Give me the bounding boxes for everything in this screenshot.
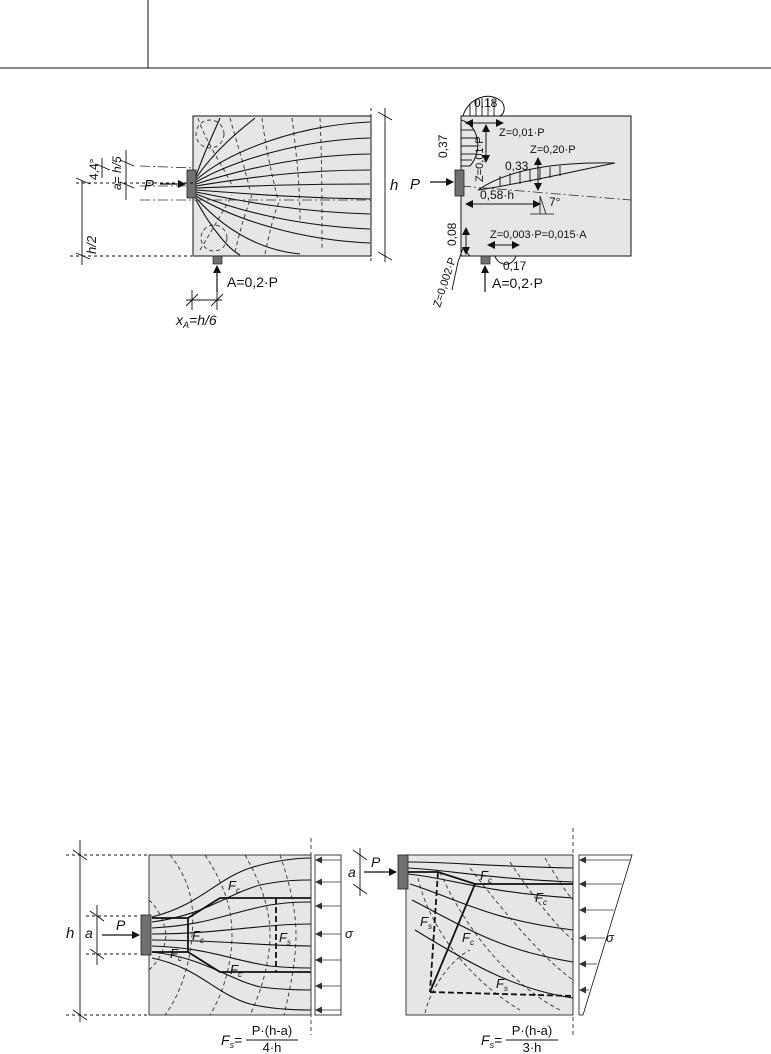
dim-a-label: a= h/5 — [110, 156, 124, 190]
fc-label-a: Fc — [228, 878, 240, 895]
load-plate-3 — [140, 914, 152, 956]
formula-b: Fs= P·(h-a) 3·h — [481, 1023, 558, 1054]
strut-tie-model-2 — [408, 871, 574, 997]
sigma-label-b: σ — [606, 930, 615, 945]
fc-label-g: Fc — [462, 930, 474, 947]
support-pad — [212, 255, 223, 265]
angle-label: 4,4° — [87, 158, 101, 180]
figure-top-left: P A=0,2·P h h/2 4,4° a= h/5 — [70, 108, 398, 330]
axis-line-2 — [460, 185, 632, 201]
fs-label-a: Fs — [279, 930, 291, 947]
load-P-label-4: P — [371, 854, 381, 870]
load-plate-2 — [454, 169, 465, 197]
sigma-arrows-2 — [579, 856, 630, 994]
load-P-label-3: P — [116, 917, 126, 933]
figure-top-right: 0,18 0,37 Z=0,01·P Z=0,01·P Z=0,20·P 0,3… — [410, 95, 632, 309]
label-017: 0,17 — [503, 259, 527, 273]
leader-0002 — [451, 247, 471, 291]
stress-block-top — [462, 95, 505, 117]
fc-label-d: Fc — [230, 962, 242, 979]
z-020-label: Z=0,20·P — [530, 144, 576, 156]
sigma-label-a: σ — [345, 926, 354, 941]
isobars-4 — [417, 857, 574, 1014]
svg-text:Fs=: Fs= — [221, 1032, 242, 1050]
svg-text:4·h: 4·h — [263, 1040, 282, 1054]
dim-left — [70, 150, 194, 265]
dim-a-label-3: a — [85, 925, 93, 941]
svg-text:3·h: 3·h — [523, 1040, 542, 1054]
stress-block-left — [460, 119, 479, 167]
dim-h-label-3: h — [66, 925, 74, 942]
label-033: 0,33 — [505, 159, 529, 173]
xa-label: xA=h/6 — [175, 312, 217, 330]
load-P-label: P — [144, 177, 154, 194]
fc-label-b: Fc — [192, 928, 204, 945]
page-header-rule — [0, 0, 771, 69]
dim-bottom-left — [66, 840, 149, 1022]
label-018: 0,18 — [474, 96, 498, 110]
dim-half-h-label: h/2 — [84, 235, 99, 254]
stress-trajectories — [195, 117, 371, 256]
dim-h — [370, 108, 393, 262]
figure-bottom-left: Fc Fc Fc Fc Fs P σ — [66, 838, 354, 1054]
load-P-label-2: P — [410, 176, 420, 193]
z-0003-label: Z=0,003·P=0,015·A — [490, 229, 587, 241]
dim-xa — [185, 290, 224, 310]
support-label-2: A=0,2·P — [492, 275, 543, 291]
dim-a-bottom-right — [352, 848, 368, 896]
load-plate — [186, 169, 197, 199]
fs-label-c: Fs — [496, 976, 508, 993]
z-0002-label: Z=0,002·P — [431, 256, 458, 309]
dim-a-label-4: a — [348, 864, 356, 880]
svg-text:Fs=: Fs= — [481, 1032, 502, 1050]
z-vert-label: Z=0,01·P — [474, 136, 486, 182]
label-037: 0,37 — [436, 134, 450, 158]
angle-7-label: 7° — [549, 195, 561, 209]
fc-label-e: Fc — [480, 868, 492, 885]
angle-line — [139, 165, 195, 169]
support-label: A=0,2·P — [227, 274, 278, 290]
fc-label-f: Fc — [535, 890, 547, 907]
sigma-arrows — [315, 856, 341, 1014]
z-top-label: Z=0,01·P — [499, 127, 545, 139]
fs-label-b: Fs — [420, 914, 432, 931]
formula-a: Fs= P·(h-a) 4·h — [221, 1023, 298, 1054]
trajectories-4 — [407, 861, 574, 999]
support-pad-2 — [480, 255, 491, 265]
strut-tie-model — [152, 897, 311, 973]
load-plate-4 — [397, 854, 409, 890]
figure-bottom-right: Fc Fc Fc Fs Fs P a σ Fs= P·( — [348, 828, 633, 1054]
svg-text:P·(h-a): P·(h-a) — [252, 1023, 292, 1038]
fc-label-c: Fc — [170, 946, 182, 963]
dim-h-label: h — [390, 177, 398, 194]
label-008: 0,08 — [445, 222, 459, 246]
label-058: 0,58·h — [480, 188, 514, 202]
svg-text:P·(h-a): P·(h-a) — [512, 1023, 552, 1038]
bursting-zone — [477, 162, 616, 191]
trajectories-3 — [151, 857, 312, 1011]
